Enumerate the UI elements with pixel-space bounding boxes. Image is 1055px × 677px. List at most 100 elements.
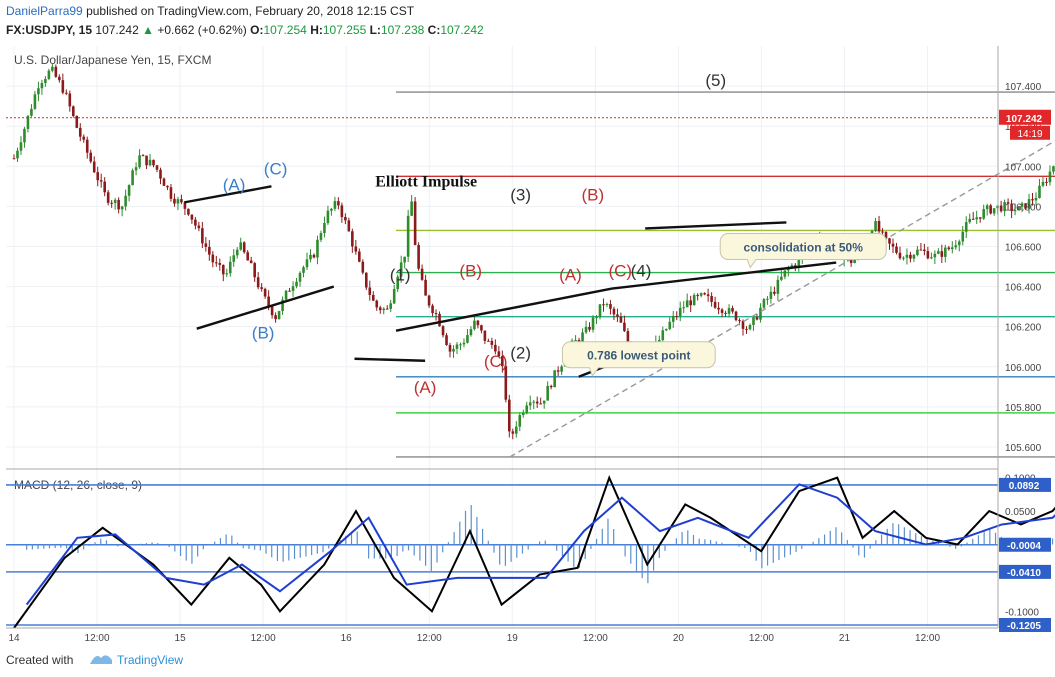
candle-body (494, 344, 497, 352)
macd-tag (999, 477, 1051, 492)
candle-body (246, 252, 250, 261)
candle-body (738, 320, 741, 322)
candle-body (176, 199, 180, 204)
candle-body (319, 233, 323, 240)
wave-label: (A) (223, 175, 246, 194)
candle-body (521, 412, 525, 416)
candle-body (113, 199, 117, 204)
candle-body (961, 231, 965, 242)
candle-body (466, 335, 469, 343)
callout-text: consolidation at 50% (744, 240, 864, 254)
macd-line (13, 474, 1055, 629)
w4-trendline (611, 261, 837, 290)
candle-body (989, 205, 992, 214)
candle-body (351, 231, 354, 247)
time-tick: 16 (341, 633, 353, 644)
candle-body (75, 115, 79, 128)
candle-body (239, 242, 243, 250)
candle-body (375, 300, 379, 308)
candle-body (556, 370, 560, 372)
candle-body (333, 201, 337, 209)
wave-label: (5) (705, 71, 726, 90)
candle-body (794, 265, 797, 267)
wave1-4-trendline (395, 287, 613, 332)
chart-area[interactable]: 00.2360.3820.50.6180.7860.8861 (A) (C) (B)… (0, 46, 1055, 644)
candle-body (766, 298, 769, 300)
macd-tag-text: -0.0410 (1007, 568, 1041, 579)
candle-body (480, 325, 483, 331)
candle-body (616, 314, 619, 317)
candle-body (462, 342, 466, 345)
candle-body (937, 251, 940, 254)
candle-body (159, 169, 162, 179)
candle-body (96, 172, 100, 181)
consolidation-ledge (354, 357, 426, 362)
candle-body (459, 344, 462, 346)
candle-body (741, 321, 745, 329)
time-tick: 12:00 (251, 633, 276, 644)
candle-body (926, 251, 930, 259)
b-support-line (196, 285, 335, 330)
candle-body (535, 401, 539, 404)
candle-body (947, 247, 951, 250)
candle-body (347, 220, 351, 232)
wave-label: (C) (608, 262, 632, 281)
candle-body (152, 159, 155, 166)
publisher-username[interactable]: DanielParra99 (6, 4, 83, 18)
candle-body (1048, 171, 1052, 183)
candle-body (689, 300, 692, 306)
macd-panel: MACD (12, 26, close, 9) (6, 474, 1055, 629)
candle-body (1038, 185, 1041, 198)
wave-label: (A) (414, 378, 437, 397)
candle-body (169, 187, 173, 199)
symbol-name[interactable]: FX:USDJPY, 15 (6, 23, 93, 37)
candle-body (612, 308, 616, 315)
candle-body (215, 262, 218, 264)
candle-body (344, 217, 347, 221)
candle-body (1034, 197, 1038, 201)
candle-body (364, 272, 368, 288)
candle-body (664, 328, 668, 331)
candle-body (619, 316, 623, 323)
candle-body (99, 180, 103, 182)
candle-body (162, 178, 166, 186)
candle-body (678, 307, 682, 317)
high-value: 107.255 (322, 23, 367, 37)
candle-body (1003, 202, 1006, 212)
candle-body (281, 299, 284, 312)
tradingview-logo-icon[interactable] (88, 650, 114, 668)
candle-body (378, 307, 382, 311)
candle-body (71, 106, 75, 116)
macd-tag-text: -0.1205 (1007, 621, 1041, 632)
candle-body (134, 167, 138, 171)
callout-bubble (719, 232, 887, 269)
macd-tag (999, 537, 1051, 552)
candle-body (82, 136, 86, 140)
candle-body (473, 320, 476, 330)
candle-body (354, 246, 358, 252)
candle-body (204, 243, 208, 247)
candle-body (776, 279, 780, 294)
tradingview-brand[interactable]: TradingView (117, 653, 184, 667)
candle-body (940, 251, 944, 257)
candle-body (752, 317, 755, 326)
wave-label: (1) (390, 266, 411, 285)
wave-label: (2) (510, 344, 531, 363)
candle-body (256, 277, 260, 288)
candle-body (16, 150, 19, 159)
time-tick: 12:00 (915, 633, 940, 644)
candle-body (602, 304, 605, 306)
macd-tick: -0.1000 (1005, 607, 1039, 618)
candle-body (40, 83, 44, 89)
candle-body (724, 312, 727, 314)
candle-body (985, 205, 989, 210)
price-tick: 107.400 (1005, 82, 1042, 93)
candle-body (982, 209, 985, 219)
candle-body (120, 206, 124, 210)
candle-body (1052, 166, 1055, 172)
candle-body (780, 276, 783, 280)
candle-body (131, 170, 134, 186)
candle-body (511, 431, 515, 434)
candle-body (183, 202, 187, 209)
candle-body (950, 247, 954, 250)
